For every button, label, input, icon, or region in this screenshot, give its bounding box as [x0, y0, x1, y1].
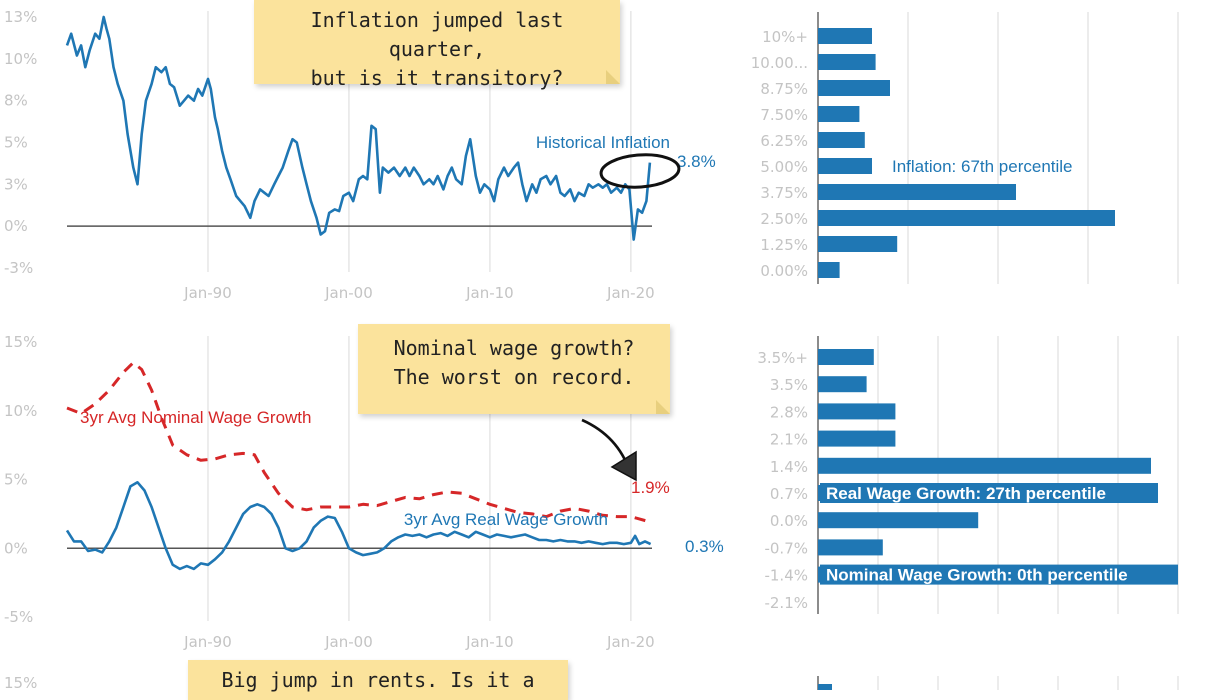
- bar: [818, 430, 896, 447]
- y-tick-label: 10%: [4, 402, 37, 420]
- series-label: 0.3%: [685, 537, 724, 556]
- bar-category-label: 7.50%: [760, 106, 808, 124]
- series-label: 3.8%: [677, 152, 716, 171]
- x-tick-label: Jan-00: [324, 633, 373, 651]
- bar: [818, 684, 832, 690]
- bar: [818, 158, 872, 174]
- line-chart-1: Jan-90 Jan-00 Jan-10 Jan-20 13% 10% 8% 5% 3% 0% -3…: [4, 8, 716, 302]
- note-wage-line-1: Nominal wage growth?: [393, 336, 635, 360]
- x-tick-label: Jan-00: [324, 284, 373, 302]
- bar-category-label: 10.00...: [751, 54, 808, 72]
- bar: [818, 376, 867, 393]
- y-tick-label: 3%: [4, 175, 28, 193]
- y-tick-label: 8%: [4, 92, 28, 110]
- bar: [818, 106, 860, 122]
- bar-category-label: 2.8%: [770, 403, 808, 421]
- bar-category-label: 1.4%: [770, 458, 808, 476]
- y-tick-label: -3%: [4, 259, 33, 277]
- note-inflation: Inflation jumped last quarter, but is it…: [254, 0, 620, 90]
- y-tick-label: 10%: [4, 50, 37, 68]
- bar: [818, 349, 874, 365]
- bar: [818, 403, 896, 420]
- y-tick-label: 15%: [4, 674, 37, 690]
- note-rent: Big jump in rents. Is it a: [188, 660, 568, 700]
- bar-category-label: 10%+: [762, 28, 808, 46]
- bar-category-label: 3.5%+: [757, 349, 808, 367]
- note-rent-line-1: Big jump in rents. Is it a: [221, 668, 535, 692]
- bar-annotation: Real Wage Growth: 27th percentile: [826, 484, 1106, 503]
- annotation-background: [820, 564, 1178, 585]
- bar: [818, 457, 1151, 474]
- bar-category-label: 3.75%: [760, 184, 808, 202]
- bar-category-label: 2.50%: [760, 210, 808, 228]
- bar: [818, 184, 1016, 200]
- series-label: 3yr Avg Nominal Wage Growth: [80, 408, 311, 427]
- y-tick-label: 13%: [4, 8, 37, 26]
- line-chart-2: Jan-90 Jan-00 Jan-10 Jan-20 15% 10% 5% 0% -5% 3yr…: [4, 333, 724, 651]
- circle-annotation: [599, 153, 681, 189]
- x-tick-label: Jan-10: [465, 284, 514, 302]
- y-tick-label: 5%: [4, 134, 28, 152]
- bar: [818, 512, 979, 529]
- bar: [818, 80, 890, 96]
- y-tick-label: -5%: [4, 608, 33, 626]
- x-tick-label: Jan-10: [465, 633, 514, 651]
- series-line: [65, 15, 652, 241]
- series-label: 1.9%: [631, 478, 670, 497]
- y-tick-label: 0%: [4, 217, 28, 235]
- bar: [818, 539, 883, 556]
- bar-category-label: 3.5%: [770, 376, 808, 394]
- bar-category-label: -1.4%: [764, 567, 808, 585]
- bar-category-label: 8.75%: [760, 80, 808, 98]
- bar-category-label: 0.00%: [760, 262, 808, 280]
- bar: [818, 210, 1115, 226]
- bar-chart-2: 3.5%+ 3.5% 2.8% 2.1% 1.4% 0.7% 0.0% -0.7% -1.4% -…: [757, 336, 1179, 614]
- y-tick-label: 5%: [4, 471, 28, 489]
- bar-category-label: -0.7%: [764, 539, 808, 557]
- bar: [818, 236, 898, 252]
- annotation-background: [820, 483, 1158, 503]
- bar-category-label: 5.00%: [760, 158, 808, 176]
- bar: [818, 132, 865, 148]
- bar-category-label: 0.7%: [770, 485, 808, 503]
- bar-chart-1: 10%+ 10.00... 8.75% 7.50% 6.25% 5.00% 3.75% 2.5…: [751, 12, 1179, 284]
- bar-category-label: 6.25%: [760, 132, 808, 150]
- bar: [818, 262, 840, 278]
- note-wage: Nominal wage growth? The worst on record…: [358, 324, 670, 414]
- arrow-head: [610, 450, 637, 482]
- bar-category-label: 0.0%: [770, 512, 808, 530]
- x-tick-label: Jan-90: [183, 633, 232, 651]
- bar: [818, 54, 876, 70]
- bar-category-label: 1.25%: [760, 236, 808, 254]
- bar-annotation: Inflation: 67th percentile: [892, 157, 1073, 176]
- y-tick-label: 0%: [4, 539, 28, 557]
- x-tick-label: Jan-20: [606, 284, 655, 302]
- note-inflation-line-2: but is it transitory?: [310, 66, 564, 90]
- series-label: Historical Inflation: [536, 133, 670, 152]
- x-tick-label: Jan-90: [183, 284, 232, 302]
- bar-category-label: -2.1%: [764, 594, 808, 612]
- x-tick-label: Jan-20: [606, 633, 655, 651]
- bar: [818, 28, 872, 44]
- bar-annotation: Nominal Wage Growth: 0th percentile: [826, 566, 1128, 585]
- bar-category-label: 2.1%: [770, 431, 808, 449]
- series-line: [66, 361, 652, 524]
- note-inflation-line-1: Inflation jumped last quarter,: [310, 8, 564, 61]
- note-wage-line-2: The worst on record.: [393, 365, 635, 389]
- series-line: [65, 481, 652, 571]
- y-tick-label: 15%: [4, 333, 37, 351]
- series-label: 3yr Avg Real Wage Growth: [404, 510, 608, 529]
